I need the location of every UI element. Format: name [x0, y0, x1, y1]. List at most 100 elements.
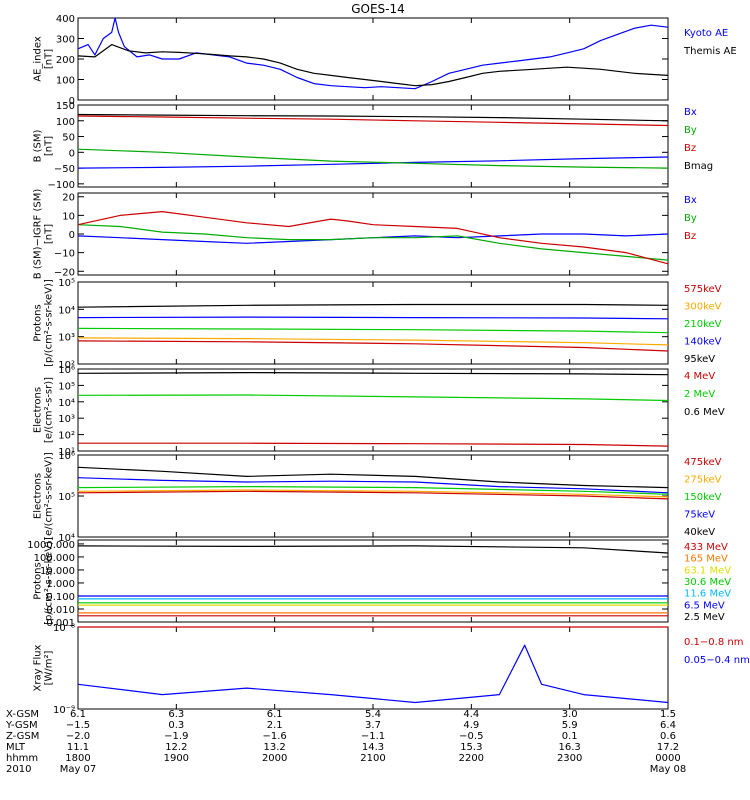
ephemeris-value: 11.1	[67, 742, 89, 753]
series-line	[77, 156, 669, 169]
y-axis-label-line: Protons	[33, 304, 44, 341]
legend-entry: 475keV	[684, 457, 722, 468]
legend-entry: 0.6 MeV	[684, 407, 725, 418]
ephemeris-value: −1.5	[66, 720, 90, 731]
y-tick-label: 10⁶	[58, 451, 75, 462]
y-tick-label: 150	[56, 101, 75, 112]
series-line	[77, 466, 669, 489]
y-tick-label: 10⁵	[58, 278, 75, 289]
legend-entry: Bx	[684, 107, 697, 118]
series-line	[77, 113, 669, 122]
ephemeris-value: 6.3	[168, 709, 184, 720]
series-line	[77, 211, 669, 265]
y-axis-label-line: Electrons	[33, 473, 44, 519]
series-line	[77, 340, 669, 352]
y-tick-label: 10²	[58, 431, 75, 442]
legend-entry: 30.6 MeV	[684, 577, 731, 588]
y-axis-label-line: [W/m²]	[44, 650, 55, 685]
ephemeris-value: May 08	[650, 764, 687, 775]
y-axis-label: Electrons[e/(cm²-s-sr-keV)]	[33, 452, 55, 540]
y-axis-label-line: [p/(cm²-s-sr-keV)]	[44, 537, 55, 625]
ephemeris-value: −1.6	[263, 731, 287, 742]
series-line	[77, 394, 669, 402]
series-line	[77, 327, 669, 334]
legend-entry: 63.1 MeV	[684, 565, 731, 576]
panel-5: 10¹10²10³10⁴10⁵10⁶Electrons[e/(cm²-s-sr)…	[33, 365, 725, 458]
y-axis-label: B (SM)−IGRF (SM)[nT]	[33, 189, 55, 280]
panel-3: −20 −10 0 10 20 B (SM)−IGRF (SM)[nT] Bx By Bz	[33, 189, 697, 280]
series-line	[77, 486, 669, 495]
legend-entry: 2.5 MeV	[684, 612, 725, 623]
y-axis-label: AE_index[nT]	[33, 36, 55, 82]
y-tick-label: 0	[69, 96, 75, 107]
ephemeris-value: 2.1	[267, 720, 283, 731]
y-axis-label-line: [nT]	[44, 49, 55, 69]
legend-entry: 0.05−0.4 nm	[684, 655, 750, 666]
series-line	[77, 477, 669, 494]
legend-entry: 165 MeV	[684, 554, 728, 565]
y-tick-label: 10	[62, 211, 75, 222]
ephemeris-value: −1.1	[361, 731, 385, 742]
ephemeris-value: 2100	[360, 753, 385, 764]
legend-entry: 11.6 MeV	[684, 589, 731, 600]
y-tick-label: 10⁵	[58, 381, 75, 392]
legend-entry: 95keV	[684, 354, 715, 365]
legend-entry: 150keV	[684, 492, 722, 503]
ephemeris-value: 6.4	[660, 720, 676, 731]
y-tick-label: −50	[54, 164, 75, 175]
ephemeris-value: 17.2	[657, 742, 679, 753]
panel-8: 10⁻⁹ 10⁻⁸ Xray Flux[W/m²] 0.1−0.8 nm 0.05−0.…	[33, 623, 750, 716]
y-tick-label: 0.001	[46, 618, 75, 629]
legend-entry: By	[684, 125, 697, 136]
y-tick-label: 1000.000	[27, 540, 75, 551]
y-tick-label: 100	[56, 117, 75, 128]
y-tick-label: 0.100	[46, 592, 75, 603]
ephemeris-value: −1.9	[164, 731, 188, 742]
y-axis-label-line: B (SM)	[33, 129, 44, 162]
legend-entry: 0.1−0.8 nm	[684, 637, 743, 648]
y-axis-label: Protons[p/(cm²-s-sr-keV)]	[33, 537, 55, 625]
y-tick-label: 50	[62, 133, 75, 144]
ephemeris-row-label: MLT	[6, 742, 26, 753]
legend-entry: 4 MeV	[684, 371, 715, 382]
series-line	[77, 233, 669, 244]
ephemeris-value: 5.9	[562, 720, 578, 731]
series-line	[78, 442, 669, 447]
y-tick-label: 10⁻⁸	[53, 623, 75, 634]
y-axis-label-line: [e/(cm²-s-sr-keV)]	[44, 452, 55, 540]
panel-frame	[77, 539, 669, 623]
panel-frame	[77, 626, 669, 710]
legend-entry: 275keV	[684, 475, 722, 486]
ephemeris-value: 1900	[164, 753, 189, 764]
y-axis-label-line: Xray Flux	[33, 644, 44, 691]
y-tick-label: 10⁶	[58, 365, 75, 376]
y-tick-label: 10⁴	[58, 398, 75, 409]
y-tick-label: 300	[56, 35, 75, 46]
ephemeris-value: 6.1	[267, 709, 283, 720]
y-axis-label-line: AE_index	[33, 36, 44, 82]
legend-entry: 575keV	[684, 284, 722, 295]
legend-entry: 6.5 MeV	[684, 600, 725, 611]
series-line	[77, 224, 669, 261]
series-line	[77, 337, 669, 346]
y-axis-label-line: [e/(cm²-s-sr)]	[44, 377, 55, 443]
ephemeris-row-label: Z-GSM	[6, 731, 39, 742]
ephemeris-value: 12.2	[165, 742, 187, 753]
y-tick-label: −100	[48, 180, 75, 191]
legend-entry: Bx	[684, 195, 697, 206]
series-line	[77, 644, 669, 704]
ephemeris-value: 5.4	[365, 709, 381, 720]
y-tick-label: 10⁴	[58, 533, 75, 544]
series-line	[77, 303, 669, 308]
y-tick-label: 10¹	[58, 447, 75, 458]
ephemeris-value: 0000	[655, 753, 680, 764]
ephemeris-row-label: 2010	[6, 764, 31, 775]
ephemeris-row-label: Y-GSM	[5, 720, 38, 731]
legend-entry: Themis AE	[683, 46, 737, 57]
series-line	[77, 148, 669, 169]
y-tick-label: 10⁵	[58, 492, 75, 503]
legend-entry: 75keV	[684, 510, 715, 521]
